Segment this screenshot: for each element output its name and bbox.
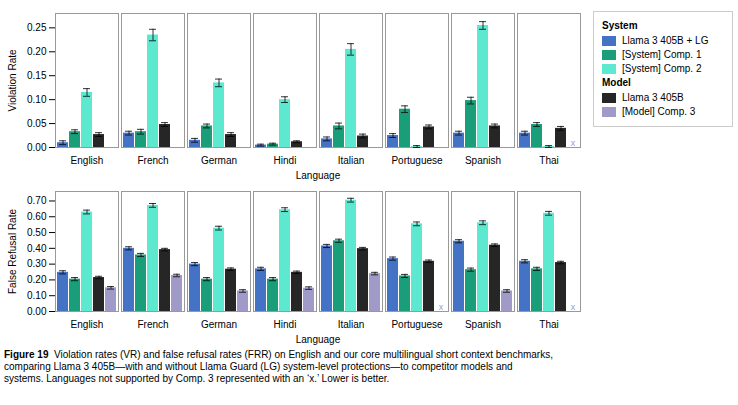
svg-text:0.25: 0.25 bbox=[27, 22, 47, 33]
svg-text:0.20: 0.20 bbox=[27, 46, 47, 57]
svg-text:0.60: 0.60 bbox=[27, 211, 47, 222]
svg-text:x: x bbox=[571, 138, 576, 148]
svg-text:x: x bbox=[571, 302, 576, 312]
svg-text:Hindi: Hindi bbox=[274, 319, 297, 330]
svg-text:Italian: Italian bbox=[338, 319, 365, 330]
svg-text:Spanish: Spanish bbox=[465, 155, 501, 166]
svg-text:Portuguese: Portuguese bbox=[391, 319, 443, 330]
svg-text:French: French bbox=[137, 155, 168, 166]
svg-text:0.10: 0.10 bbox=[27, 94, 47, 105]
svg-text:Violation Rate: Violation Rate bbox=[7, 49, 18, 112]
svg-text:English: English bbox=[71, 319, 104, 330]
svg-text:Portuguese: Portuguese bbox=[391, 155, 443, 166]
svg-text:x: x bbox=[439, 302, 444, 312]
svg-text:Thai: Thai bbox=[539, 155, 558, 166]
svg-text:0.00: 0.00 bbox=[27, 142, 47, 153]
svg-text:Language: Language bbox=[296, 334, 341, 345]
svg-text:English: English bbox=[71, 155, 104, 166]
svg-text:Language: Language bbox=[296, 170, 341, 181]
svg-text:French: French bbox=[137, 319, 168, 330]
svg-text:0.40: 0.40 bbox=[27, 243, 47, 254]
svg-text:0.15: 0.15 bbox=[27, 70, 47, 81]
svg-text:German: German bbox=[201, 155, 237, 166]
svg-text:0.00: 0.00 bbox=[27, 306, 47, 317]
html-text:Llama 3 405B + LG: Llama 3 405B + LG bbox=[622, 35, 709, 46]
html-text:Llama 3 405B: Llama 3 405B bbox=[622, 92, 684, 103]
svg-text:0.30: 0.30 bbox=[27, 258, 47, 269]
html-text:[System] Comp. 1: [System] Comp. 1 bbox=[622, 49, 702, 60]
svg-text:0.20: 0.20 bbox=[27, 274, 47, 285]
html-text:Figure 19 Violation rates (VR): Figure 19 Violation rates (VR) and false… bbox=[4, 349, 553, 384]
svg-text:0.50: 0.50 bbox=[27, 227, 47, 238]
svg-text:0.10: 0.10 bbox=[27, 290, 47, 301]
svg-text:False Refusal Rate: False Refusal Rate bbox=[7, 209, 18, 294]
html-text:[System] Comp. 2: [System] Comp. 2 bbox=[622, 63, 702, 74]
svg-text:Thai: Thai bbox=[539, 319, 558, 330]
svg-text:Italian: Italian bbox=[338, 155, 365, 166]
svg-text:0.05: 0.05 bbox=[27, 118, 47, 129]
svg-text:Hindi: Hindi bbox=[274, 155, 297, 166]
svg-text:0.70: 0.70 bbox=[27, 195, 47, 206]
svg-text:Spanish: Spanish bbox=[465, 319, 501, 330]
svg-text:German: German bbox=[201, 319, 237, 330]
html-text:[Model] Comp. 3: [Model] Comp. 3 bbox=[622, 106, 696, 117]
html-text:Model: Model bbox=[602, 77, 631, 88]
html-text:System: System bbox=[602, 20, 638, 31]
